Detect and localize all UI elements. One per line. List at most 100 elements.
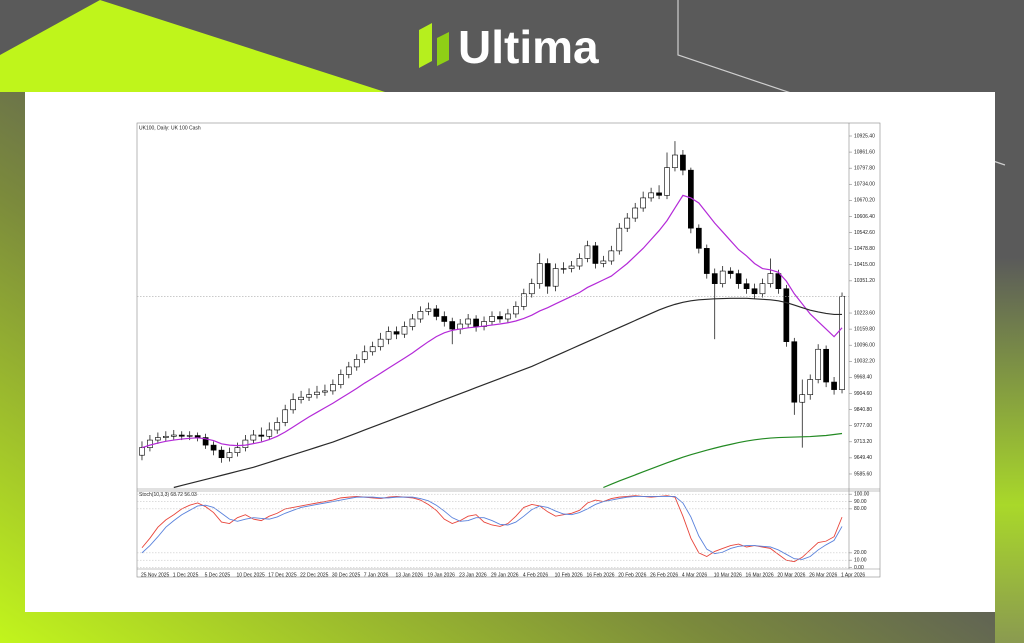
y-tick-label: 20.00 [854,550,867,556]
y-tick-label: 80.00 [854,506,867,512]
candle-body [345,366,352,375]
x-tick-label: 10 Mar 2026 [714,572,742,578]
candle-body [298,396,304,401]
candle-body [250,434,257,441]
candle-body [401,326,408,335]
candle-body [162,435,169,438]
candle-body [513,306,519,315]
indicator-value: 68.72 [170,492,183,498]
candle-body [783,288,790,342]
x-tick-label: 10 Feb 2026 [555,572,583,578]
y-tick-label: 10478.80 [854,246,875,252]
candle-body [576,258,583,267]
candle-body [473,318,479,327]
candle-body [338,374,344,385]
y-tick-label: 10096.00 [854,343,875,349]
series-line [141,194,843,449]
candle-body [170,434,177,437]
candle-body [767,273,774,284]
candle-body [568,265,575,269]
candle-body [210,444,217,451]
y-tick-label: 10606.40 [854,214,875,220]
x-tick-label: 4 Mar 2026 [682,572,708,578]
x-tick-label: 26 Mar 2026 [809,572,837,578]
candle-body [449,321,456,330]
y-tick-label: 10542.60 [854,230,875,236]
candle-body [234,447,241,453]
candle-body [290,399,296,411]
candle-body [680,154,686,171]
candle-body [520,293,527,307]
candle-body [489,316,495,322]
candle-body [218,449,225,459]
candle-body [735,273,742,284]
candle-body [353,359,360,368]
y-tick-label: 10670.20 [854,198,875,204]
candle-body [791,341,798,403]
y-tick-label: 0.00 [854,565,864,571]
y-tick-label: 100.00 [854,492,870,498]
y-tick-label: 10415.00 [854,262,875,268]
x-tick-label: 17 Dec 2025 [268,572,297,578]
candle-body [147,439,153,448]
y-tick-label: 9777.00 [854,423,872,429]
x-tick-label: 1 Apr 2026 [841,572,865,578]
candle-body [202,437,209,446]
candle-body [528,283,535,295]
candle-body [505,313,511,320]
y-tick-label: 10351.20 [854,278,875,284]
candle-body [393,331,400,335]
x-tick-label: 30 Dec 2025 [332,572,361,578]
series-line [603,432,843,489]
candle-body [640,197,646,209]
x-tick-label: 20 Mar 2026 [777,572,805,578]
candle-body [178,434,185,437]
y-tick-label: 10159.80 [854,326,875,332]
candle-body [322,390,328,393]
chart-panel [25,92,995,612]
candle-body [417,311,424,320]
candle-body [759,283,766,295]
candle-body [369,346,376,353]
x-tick-label: 4 Feb 2026 [523,572,549,578]
candle-body [616,227,623,252]
candle-body [282,409,289,423]
brand-name: Ultima [458,21,599,73]
series-line [173,297,843,489]
candle-body [672,154,678,168]
candle-body [361,351,368,360]
y-tick-label: 9713.20 [854,439,872,445]
chart-frame [136,122,881,578]
x-tick-label: 16 Feb 2026 [586,572,614,578]
candle-body [711,273,718,284]
y-tick-label: 10925.40 [854,133,875,139]
candle-body [377,338,384,348]
series-line [141,495,843,563]
x-tick-label: 25 Nov 2025 [141,572,170,578]
candle-body [664,167,670,196]
candle-body [465,318,471,325]
price-plot [139,141,845,489]
y-tick-label: 10861.60 [854,149,875,155]
candle-body [799,394,806,403]
x-tick-label: 13 Jan 2026 [396,572,424,578]
candle-body [536,263,543,284]
x-tick-label: 5 Dec 2025 [205,572,231,578]
candle-body [306,394,312,398]
series-line [141,495,843,560]
candle-body [242,439,249,448]
background-right [995,92,1024,643]
candle-body [743,283,750,290]
y-tick-label: 9840.80 [854,407,872,413]
candle-body [632,207,639,219]
candle-body [497,316,503,320]
candle-body [409,318,416,327]
candle-body [608,250,615,262]
chart-title: UK100, Daily: UK 100 Cash [139,125,201,131]
x-tick-label: 10 Dec 2025 [236,572,265,578]
candle-body [560,268,567,270]
x-tick-label: 1 Dec 2025 [173,572,199,578]
candle-body [839,295,845,390]
